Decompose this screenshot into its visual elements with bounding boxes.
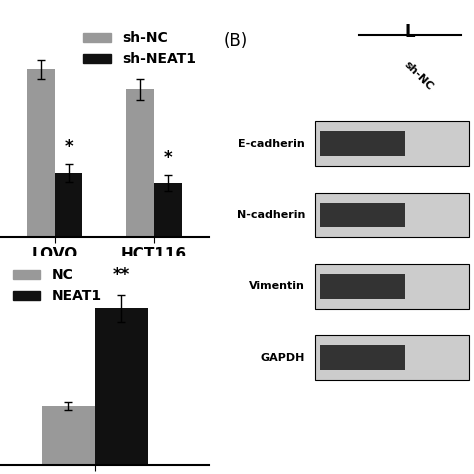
Legend: NC, NEAT1: NC, NEAT1 bbox=[7, 263, 107, 309]
Text: E-cadherin: E-cadherin bbox=[238, 139, 305, 149]
Text: (B): (B) bbox=[223, 32, 247, 50]
Bar bbox=[55, 173, 82, 237]
Text: Vimentin: Vimentin bbox=[249, 281, 305, 292]
Bar bbox=[315, 335, 469, 380]
Text: **: ** bbox=[113, 266, 130, 284]
Text: L: L bbox=[405, 23, 415, 41]
Text: *: * bbox=[164, 149, 172, 167]
Bar bbox=[320, 346, 405, 370]
Bar bbox=[315, 264, 469, 309]
Text: GAPDH: GAPDH bbox=[261, 353, 305, 363]
Text: *: * bbox=[64, 137, 73, 155]
Legend: sh-NC, sh-NEAT1: sh-NC, sh-NEAT1 bbox=[78, 26, 201, 72]
Text: sh-NC: sh-NC bbox=[402, 59, 435, 92]
Bar bbox=[27, 69, 55, 237]
Bar bbox=[154, 183, 182, 237]
Bar bbox=[320, 131, 405, 156]
Text: N-cadherin: N-cadherin bbox=[237, 210, 305, 220]
Bar bbox=[315, 121, 469, 166]
Bar bbox=[315, 193, 469, 237]
Bar bbox=[42, 406, 95, 465]
Bar bbox=[95, 308, 148, 465]
Bar bbox=[320, 274, 405, 299]
Bar bbox=[320, 203, 405, 227]
Bar bbox=[126, 90, 154, 237]
